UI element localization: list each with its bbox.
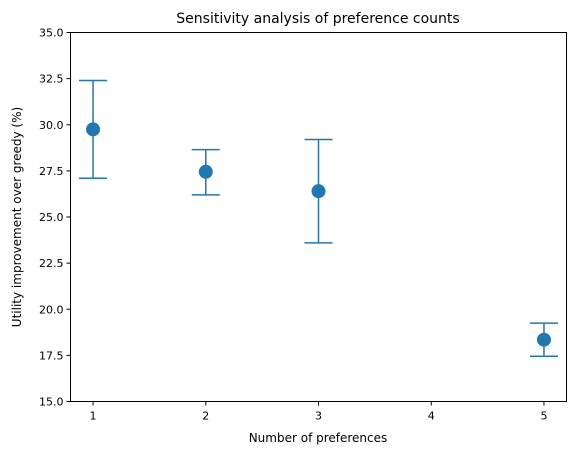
- x-tick-label: 1: [90, 410, 97, 423]
- x-axis: 1 2 3 4 5: [90, 402, 548, 423]
- data-point: [537, 333, 551, 347]
- y-tick-label: 15.0: [39, 396, 64, 409]
- y-axis-label: Utility improvement over greedy (%): [10, 107, 24, 327]
- x-axis-label: Number of preferences: [249, 431, 388, 445]
- y-tick-label: 32.5: [39, 73, 64, 86]
- data-point: [86, 122, 100, 136]
- data-point: [199, 165, 213, 179]
- y-tick-label: 35.0: [39, 27, 64, 40]
- y-tick-label: 25.0: [39, 211, 64, 224]
- y-axis: 15.0 17.5 20.0 22.5 25.0 27.5 30.0 32.5 35.0: [39, 27, 71, 409]
- y-tick-label: 20.0: [39, 303, 64, 316]
- x-tick-label: 4: [428, 410, 435, 423]
- data-point: [312, 184, 326, 198]
- x-tick-label: 2: [202, 410, 209, 423]
- chart-title: Sensitivity analysis of preference count…: [176, 11, 459, 27]
- data-point-group: [305, 140, 333, 243]
- data-point-group: [530, 323, 558, 356]
- y-tick-label: 30.0: [39, 119, 64, 132]
- data-point-group: [79, 80, 107, 178]
- y-tick-label: 27.5: [39, 165, 64, 178]
- y-tick-label: 17.5: [39, 349, 64, 362]
- y-tick-label: 22.5: [39, 257, 64, 270]
- x-tick-label: 3: [315, 410, 322, 423]
- plot-area: [79, 80, 558, 356]
- data-point-group: [192, 150, 220, 195]
- x-tick-label: 5: [540, 410, 547, 423]
